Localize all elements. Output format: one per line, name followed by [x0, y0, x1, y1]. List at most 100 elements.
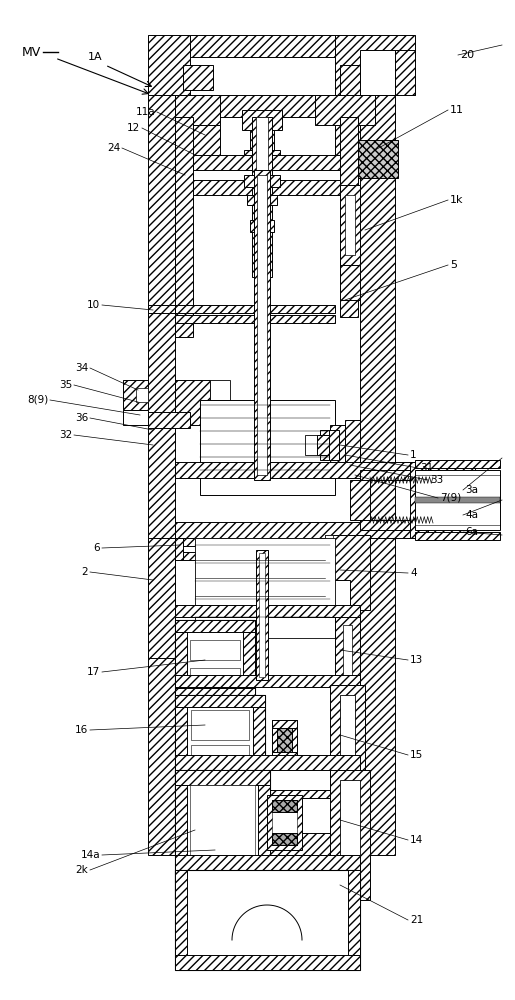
Bar — [175, 315, 335, 323]
Bar — [256, 550, 268, 680]
Bar — [210, 380, 230, 400]
Bar — [191, 710, 249, 740]
Bar — [183, 65, 213, 90]
Bar — [175, 870, 187, 955]
Bar — [340, 695, 355, 785]
Bar — [272, 752, 297, 760]
Bar — [350, 480, 370, 520]
Text: 12: 12 — [127, 123, 140, 133]
Bar — [325, 535, 333, 580]
Bar — [360, 470, 410, 480]
Text: 2: 2 — [81, 567, 88, 577]
Bar — [335, 125, 360, 160]
Bar — [340, 65, 360, 95]
Bar — [243, 632, 255, 688]
Bar — [247, 195, 277, 205]
Polygon shape — [325, 535, 370, 610]
Bar — [148, 95, 175, 855]
Text: 35: 35 — [59, 380, 72, 390]
Bar — [175, 770, 270, 785]
Text: 1: 1 — [410, 450, 417, 460]
Text: 21: 21 — [410, 915, 423, 925]
Bar — [175, 885, 270, 900]
Bar — [175, 620, 255, 700]
Text: 11: 11 — [450, 105, 464, 115]
Bar — [345, 195, 355, 255]
Bar — [415, 470, 500, 530]
Bar — [148, 305, 175, 313]
Bar — [200, 400, 335, 495]
Bar — [415, 532, 500, 540]
Bar — [250, 130, 274, 155]
Bar — [190, 785, 255, 880]
Bar — [242, 110, 282, 130]
Bar — [175, 778, 265, 790]
Bar — [272, 720, 297, 728]
Text: 10: 10 — [87, 300, 100, 310]
Bar — [340, 117, 358, 317]
Bar — [175, 785, 187, 885]
Bar — [123, 380, 148, 410]
Bar — [175, 462, 475, 478]
Bar — [340, 780, 360, 890]
Bar — [292, 728, 297, 752]
Bar — [175, 522, 475, 538]
Polygon shape — [148, 35, 190, 95]
Bar — [340, 265, 360, 300]
Text: 4: 4 — [410, 568, 417, 578]
Bar — [254, 155, 270, 165]
Bar — [244, 175, 280, 187]
Bar — [345, 420, 360, 470]
Text: 36: 36 — [75, 413, 88, 423]
Bar — [320, 430, 330, 460]
Bar — [190, 125, 220, 160]
Text: 1k: 1k — [450, 195, 464, 205]
Text: 3a: 3a — [465, 485, 478, 495]
Text: 16: 16 — [75, 725, 88, 735]
Text: 6: 6 — [93, 543, 100, 553]
Bar — [175, 552, 235, 560]
Bar — [175, 790, 340, 798]
Bar — [317, 435, 329, 455]
Bar — [330, 425, 345, 465]
Bar — [175, 95, 220, 125]
Polygon shape — [360, 50, 415, 95]
Text: 31: 31 — [420, 463, 433, 473]
Bar — [410, 462, 428, 538]
Bar — [272, 833, 297, 845]
Bar — [175, 620, 255, 632]
Bar — [257, 175, 267, 475]
Text: 17: 17 — [87, 667, 100, 677]
Bar — [329, 430, 339, 460]
Bar — [305, 435, 317, 455]
Bar — [175, 688, 255, 700]
Bar — [415, 497, 500, 503]
Bar — [193, 180, 340, 195]
Bar — [244, 150, 280, 170]
Text: 8(9): 8(9) — [27, 395, 48, 405]
Bar — [272, 800, 297, 845]
Bar — [272, 728, 277, 752]
Bar — [348, 870, 360, 955]
Text: 4a: 4a — [465, 510, 478, 520]
Bar — [252, 117, 272, 277]
Bar — [258, 785, 270, 885]
Bar — [175, 675, 360, 687]
Bar — [335, 610, 360, 740]
Text: 1A: 1A — [88, 52, 102, 62]
Text: 32: 32 — [59, 430, 72, 440]
Bar — [148, 412, 190, 428]
Text: 5: 5 — [450, 260, 457, 270]
Bar — [175, 117, 193, 337]
Polygon shape — [335, 35, 415, 95]
Text: 15: 15 — [410, 750, 423, 760]
Bar — [175, 380, 210, 425]
Bar — [330, 685, 365, 795]
Bar — [193, 155, 340, 170]
Bar — [175, 855, 360, 870]
Bar — [256, 117, 268, 272]
Bar — [191, 745, 249, 775]
Bar — [250, 220, 274, 232]
Bar — [360, 520, 410, 530]
Bar — [175, 755, 360, 770]
